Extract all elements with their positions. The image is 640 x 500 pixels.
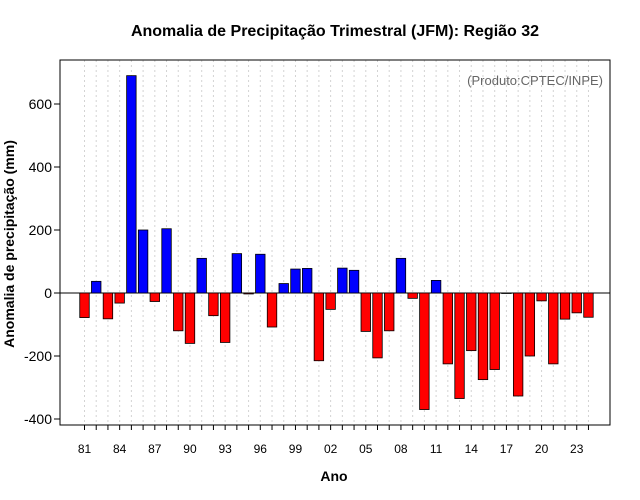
bar-2015 bbox=[477, 292, 489, 381]
bar-2000 bbox=[302, 268, 313, 294]
bar-1994 bbox=[231, 253, 243, 294]
bars bbox=[79, 75, 594, 410]
x-tick-label: 84 bbox=[113, 442, 127, 456]
x-axis-label: Ano bbox=[320, 468, 347, 484]
x-tick-label: 81 bbox=[78, 442, 92, 456]
grid-lines bbox=[84, 60, 589, 425]
x-tick-label: 02 bbox=[324, 442, 338, 456]
bar-2009 bbox=[407, 292, 418, 299]
bar-2021 bbox=[548, 292, 559, 365]
x-tick-label: 14 bbox=[465, 442, 479, 456]
bar-1985 bbox=[126, 75, 137, 294]
x-tick-label: 90 bbox=[183, 442, 197, 456]
x-tick-label: 23 bbox=[570, 442, 584, 456]
bar-2014 bbox=[466, 292, 477, 352]
bar-2022 bbox=[559, 292, 571, 320]
x-tick-label: 96 bbox=[254, 442, 268, 456]
x-tick-label: 11 bbox=[430, 442, 443, 456]
bar-2006 bbox=[372, 292, 383, 359]
bar-2005 bbox=[360, 292, 371, 332]
y-tick-label: 600 bbox=[29, 96, 53, 112]
bar-2018 bbox=[512, 292, 524, 397]
bar-1997 bbox=[266, 292, 278, 328]
y-tick-label: 400 bbox=[29, 159, 53, 175]
x-axis: 81 84 87 90 93 96 99 02 05 08 11 14 17 20 23 bbox=[78, 425, 589, 456]
bar-2007 bbox=[384, 292, 395, 332]
bar-2019 bbox=[524, 292, 536, 357]
bar-1981 bbox=[79, 292, 90, 318]
bar-2010 bbox=[419, 292, 430, 410]
x-tick-label: 93 bbox=[218, 442, 232, 456]
y-axis: -400 -200 0 200 400 600 bbox=[24, 96, 60, 427]
bar-2017 bbox=[501, 292, 512, 294]
bar-2020 bbox=[536, 292, 547, 302]
bar-1991 bbox=[196, 257, 207, 294]
y-tick-label: 0 bbox=[44, 285, 52, 301]
source-note: (Produto:CPTEC/INPE) bbox=[467, 73, 603, 88]
bar-2008 bbox=[395, 257, 407, 294]
x-tick-label: 05 bbox=[359, 442, 373, 456]
y-axis-label: Anomalia de precipitação (mm) bbox=[1, 140, 17, 348]
bar-2023 bbox=[571, 292, 582, 314]
bar-1983 bbox=[102, 292, 114, 320]
bar-1990 bbox=[184, 292, 196, 344]
chart-title: Anomalia de Precipitação Trimestral (JFM… bbox=[131, 23, 539, 40]
bar-2001 bbox=[313, 292, 325, 362]
bar-1998 bbox=[278, 283, 289, 294]
bar-2024 bbox=[583, 292, 594, 318]
bar-2013 bbox=[454, 292, 465, 399]
bar-1989 bbox=[173, 292, 184, 332]
bar-1988 bbox=[161, 228, 172, 294]
bar-2016 bbox=[489, 292, 500, 370]
bar-1999 bbox=[290, 268, 301, 294]
x-tick-label: 17 bbox=[500, 442, 514, 456]
y-tick-label: -200 bbox=[24, 348, 52, 364]
y-tick-label: -400 bbox=[24, 411, 52, 427]
bar-1984 bbox=[114, 292, 125, 304]
bar-2012 bbox=[442, 292, 453, 365]
y-tick-label: 200 bbox=[29, 222, 53, 238]
bar-2002 bbox=[325, 292, 336, 310]
bar-1987 bbox=[149, 292, 160, 302]
x-tick-label: 87 bbox=[148, 442, 162, 456]
x-tick-label: 99 bbox=[289, 442, 303, 456]
bar-1995 bbox=[243, 292, 254, 295]
bar-1986 bbox=[137, 229, 149, 294]
x-tick-label: 08 bbox=[394, 442, 408, 456]
bar-2003 bbox=[337, 267, 348, 294]
bar-2011 bbox=[430, 279, 442, 294]
bar-1982 bbox=[91, 280, 102, 294]
bar-2004 bbox=[348, 269, 360, 294]
bar-1992 bbox=[208, 292, 219, 317]
bar-1996 bbox=[255, 253, 266, 294]
x-tick-label: 20 bbox=[535, 442, 549, 456]
plot-frame bbox=[59, 59, 611, 426]
bar-1993 bbox=[219, 292, 231, 343]
